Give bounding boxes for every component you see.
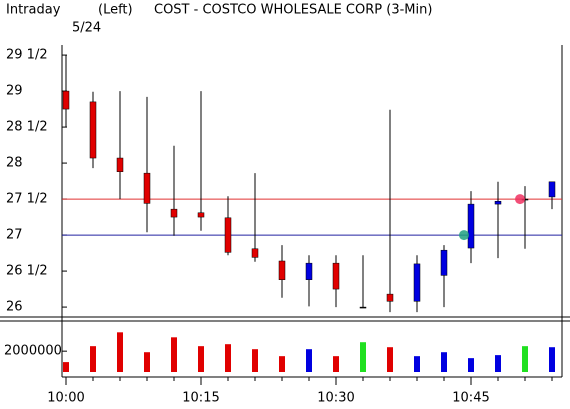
candle-body — [251, 248, 259, 258]
candle-body — [143, 172, 151, 204]
x-tick-label: 10:00 — [47, 391, 84, 406]
candle-body — [170, 208, 178, 218]
candle-body — [116, 157, 124, 172]
volume-bar — [468, 358, 474, 372]
candle-body — [467, 203, 475, 249]
volume-bar — [522, 346, 528, 372]
volume-bar — [117, 332, 123, 372]
candle-body — [494, 200, 502, 205]
date-label: 5/24 — [72, 21, 101, 36]
volume-bar — [225, 344, 231, 372]
y-tick-label: 26 1/2 — [6, 264, 48, 279]
volume-bar — [495, 355, 501, 372]
volume-tick-label: 2000000 — [4, 344, 62, 359]
candle-body — [386, 293, 394, 302]
candle-body — [224, 217, 232, 253]
volume-bar — [441, 352, 447, 372]
y-tick-label: 29 1/2 — [6, 48, 48, 63]
volume-bar — [414, 356, 420, 372]
candle-body — [359, 306, 367, 309]
chart-title: COST - COSTCO WHOLESALE CORP (3-Min) — [154, 3, 432, 18]
y-tick-label: 26 — [6, 300, 23, 315]
volume-bar — [306, 349, 312, 372]
y-tick-label: 27 — [6, 228, 23, 243]
y-tick-label: 27 1/2 — [6, 192, 48, 207]
volume-bar — [360, 342, 366, 372]
candle-body — [332, 262, 340, 290]
candle-body — [197, 212, 205, 218]
candle-body — [440, 249, 448, 276]
y-tick-label: 28 — [6, 156, 23, 171]
header-mode: Intraday — [6, 3, 61, 18]
candle-body — [413, 263, 421, 302]
marker-dot — [515, 194, 525, 205]
volume-bar — [387, 347, 393, 372]
y-tick-label: 29 — [6, 84, 23, 99]
x-tick-label: 10:45 — [452, 391, 489, 406]
candle-body — [89, 101, 97, 159]
volume-bar — [171, 337, 177, 372]
candle-body — [278, 260, 286, 280]
x-tick-label: 10:15 — [182, 391, 219, 406]
candle-body — [305, 262, 313, 280]
marker-dot — [459, 230, 469, 241]
candle-body — [548, 181, 556, 198]
y-tick-label: 28 1/2 — [6, 120, 48, 135]
volume-bar — [549, 347, 555, 372]
volume-bar — [333, 356, 339, 372]
volume-bar — [279, 356, 285, 372]
candle-body — [62, 90, 70, 110]
volume-bar — [144, 352, 150, 372]
header-side: (Left) — [98, 3, 133, 18]
x-tick-label: 10:30 — [317, 391, 354, 406]
volume-bar — [252, 349, 258, 372]
volume-bar — [63, 362, 69, 372]
volume-bar — [198, 346, 204, 372]
volume-bar — [90, 346, 96, 372]
